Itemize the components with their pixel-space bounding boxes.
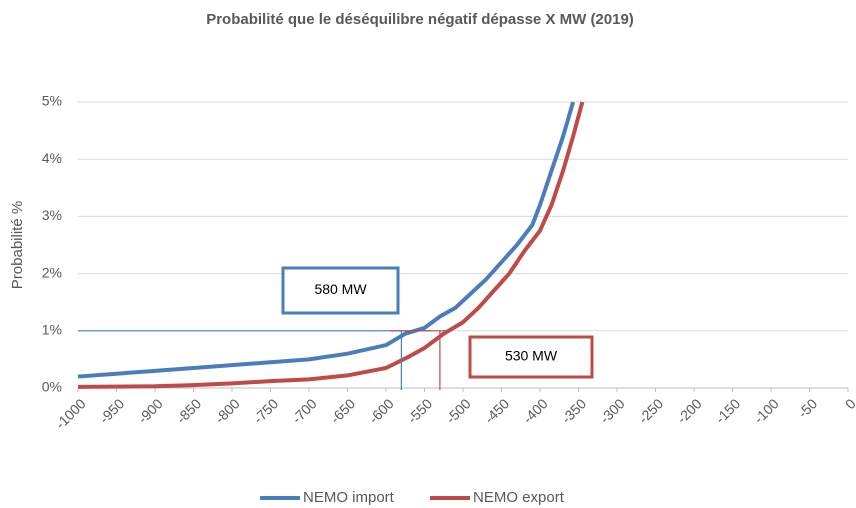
- x-tick-label: -950: [96, 395, 127, 426]
- x-tick-label: -200: [674, 395, 705, 426]
- x-tick-label: -250: [635, 395, 666, 426]
- x-tick-label: -400: [520, 395, 551, 426]
- annotation-label: 580 MW: [314, 281, 367, 297]
- x-tick-label: -450: [481, 395, 512, 426]
- y-axis-label: Probabilité %: [9, 201, 26, 289]
- y-tick-label: 1%: [42, 322, 62, 338]
- x-tick-label: -600: [366, 395, 397, 426]
- x-tick-label: -750: [250, 395, 281, 426]
- x-tick-label: -550: [404, 395, 435, 426]
- chart-title: Probabilité que le déséquilibre négatif …: [206, 11, 634, 28]
- x-tick-label: -900: [135, 395, 166, 426]
- x-tick-label: -800: [212, 395, 243, 426]
- x-tick-label: -850: [173, 395, 204, 426]
- x-tick-label: -50: [795, 395, 821, 421]
- annotation-label: 530 MW: [505, 348, 558, 364]
- line-series: [77, 101, 585, 389]
- annotation-box: [281, 266, 400, 315]
- y-tick-label: 2%: [42, 264, 62, 280]
- x-tick-label: -500: [443, 395, 474, 426]
- plot-area: [77, 101, 585, 389]
- annotation-box: [468, 335, 594, 379]
- legend-label: NEMO import: [303, 489, 395, 506]
- y-tick-label: 3%: [42, 207, 62, 223]
- y-tick-label: 4%: [42, 150, 62, 166]
- x-tick-label: 0: [842, 395, 856, 412]
- line-series: [77, 101, 576, 379]
- x-tick-label: -700: [289, 395, 320, 426]
- x-tick-label: -650: [327, 395, 358, 426]
- legend-label: NEMO export: [473, 489, 565, 506]
- x-tick-label: -100: [751, 395, 782, 426]
- x-tick-label: -350: [558, 395, 589, 426]
- x-tick-label: -1000: [52, 395, 89, 432]
- y-tick-label: 0%: [42, 379, 62, 395]
- x-tick-label: -150: [712, 395, 743, 426]
- y-tick-label: 5%: [42, 93, 62, 109]
- x-tick-label: -300: [597, 395, 628, 426]
